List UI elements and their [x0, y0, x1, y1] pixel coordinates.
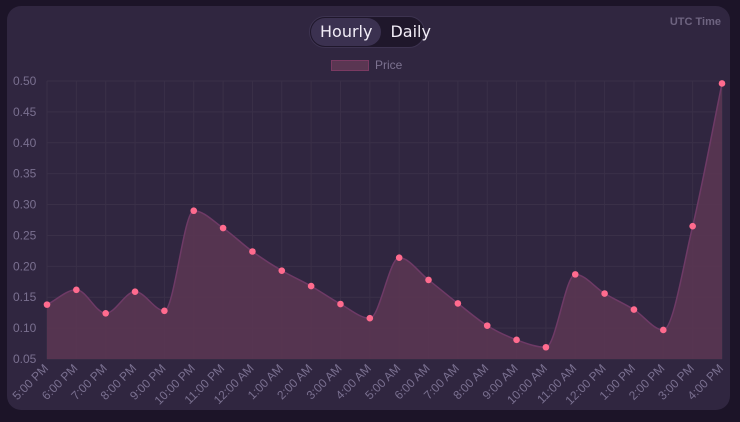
price-data-point[interactable] [513, 336, 520, 344]
price-data-point[interactable] [542, 343, 550, 351]
daily-toggle-option[interactable]: Daily [390, 22, 431, 41]
price-data-point[interactable] [161, 307, 168, 315]
price-data-point[interactable] [337, 300, 344, 308]
price-data-point[interactable] [718, 80, 726, 87]
chart-legend[interactable]: Price [331, 58, 402, 72]
y-tick-label: 0.35 [13, 167, 37, 181]
price-data-point[interactable] [219, 224, 227, 232]
y-tick-label: 0.30 [13, 198, 37, 212]
legend-swatch-price [331, 59, 369, 71]
price-data-point[interactable] [601, 290, 608, 297]
price-data-point[interactable] [278, 267, 286, 274]
price-data-point[interactable] [630, 306, 638, 313]
price-data-point[interactable] [249, 248, 256, 255]
y-tick-label: 0.45 [13, 105, 37, 119]
price-data-point[interactable] [425, 276, 432, 284]
price-data-point[interactable] [131, 288, 139, 295]
y-tick-label: 0.50 [13, 74, 37, 88]
price-data-point[interactable] [190, 207, 198, 215]
y-tick-label: 0.25 [13, 228, 37, 242]
y-axis-ticks: 0.50 0.45 0.40 0.35 0.30 0.25 0.20 0.15 0.10 0.05 [13, 74, 37, 366]
price-data-point[interactable] [660, 326, 667, 334]
price-area-fill [47, 83, 722, 360]
x-axis-ticks: 5:00 PM6:00 PM7:00 PM8:00 PM9:00 PM10:00… [10, 361, 727, 407]
y-tick-label: 0.40 [13, 136, 37, 150]
y-tick-label: 0.05 [13, 352, 37, 366]
price-data-point[interactable] [307, 282, 315, 290]
legend-label-price: Price [375, 58, 403, 72]
y-tick-label: 0.20 [13, 259, 37, 273]
price-points [43, 80, 726, 351]
price-data-point[interactable] [43, 301, 51, 308]
hourly-toggle-option[interactable]: Hourly [311, 18, 382, 46]
y-tick-label: 0.10 [13, 321, 37, 335]
y-tick-label: 0.15 [13, 290, 37, 304]
price-data-point[interactable] [454, 300, 462, 307]
price-data-point[interactable] [366, 314, 374, 322]
price-data-point[interactable] [571, 271, 579, 278]
price-data-point[interactable] [483, 322, 491, 329]
timezone-label: UTC Time [669, 16, 721, 28]
price-data-point[interactable] [689, 222, 696, 230]
interval-toggle: Hourly Daily [309, 16, 431, 48]
price-data-point[interactable] [102, 309, 109, 317]
price-data-point[interactable] [73, 286, 80, 294]
price-data-point[interactable] [395, 254, 403, 261]
